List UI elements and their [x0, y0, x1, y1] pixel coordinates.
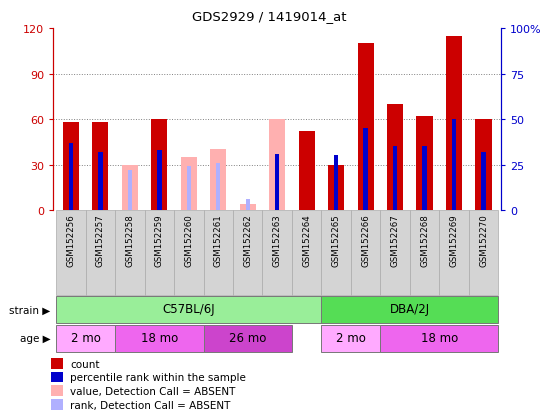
Bar — [422, 147, 427, 211]
Bar — [56, 211, 86, 295]
Bar — [98, 152, 102, 211]
Bar — [446, 36, 462, 211]
Text: GSM152259: GSM152259 — [155, 214, 164, 266]
Text: C57BL/6J: C57BL/6J — [162, 303, 215, 316]
Bar — [233, 211, 263, 295]
Text: 26 mo: 26 mo — [229, 332, 267, 344]
Text: GSM152260: GSM152260 — [184, 214, 193, 267]
Text: age ▶: age ▶ — [20, 334, 50, 344]
Text: percentile rank within the sample: percentile rank within the sample — [70, 372, 246, 382]
Text: GSM152269: GSM152269 — [450, 214, 459, 266]
Bar — [321, 297, 498, 323]
Text: 18 mo: 18 mo — [141, 332, 178, 344]
Text: value, Detection Call = ABSENT: value, Detection Call = ABSENT — [70, 386, 236, 396]
Bar — [144, 211, 174, 295]
Bar — [181, 158, 197, 211]
Bar — [92, 123, 109, 211]
Bar — [452, 120, 456, 211]
Bar — [52, 358, 63, 369]
Bar — [186, 167, 191, 211]
Text: GSM152257: GSM152257 — [96, 214, 105, 267]
Bar — [151, 120, 167, 211]
Bar — [216, 164, 221, 211]
Text: GSM152270: GSM152270 — [479, 214, 488, 267]
Bar — [417, 117, 433, 211]
Text: strain ▶: strain ▶ — [9, 305, 50, 315]
Bar — [86, 211, 115, 295]
Bar — [469, 211, 498, 295]
Text: GSM152263: GSM152263 — [273, 214, 282, 267]
Text: 2 mo: 2 mo — [336, 332, 366, 344]
Bar — [292, 211, 321, 295]
Text: GSM152267: GSM152267 — [390, 214, 400, 267]
Bar — [115, 211, 144, 295]
Bar — [263, 211, 292, 295]
Bar — [203, 211, 233, 295]
Text: GDS2929 / 1419014_at: GDS2929 / 1419014_at — [192, 10, 346, 23]
Text: DBA/2J: DBA/2J — [390, 303, 430, 316]
Text: GSM152268: GSM152268 — [420, 214, 429, 267]
Text: 18 mo: 18 mo — [421, 332, 458, 344]
Bar — [52, 399, 63, 410]
Bar — [56, 297, 321, 323]
Text: GSM152265: GSM152265 — [332, 214, 340, 267]
Bar — [52, 372, 63, 382]
Text: GSM152261: GSM152261 — [214, 214, 223, 267]
Text: GSM152264: GSM152264 — [302, 214, 311, 267]
Bar — [380, 325, 498, 352]
Bar — [63, 123, 79, 211]
Bar — [328, 165, 344, 211]
Bar — [475, 120, 492, 211]
Text: GSM152266: GSM152266 — [361, 214, 370, 267]
Text: rank, Detection Call = ABSENT: rank, Detection Call = ABSENT — [70, 400, 231, 410]
Bar — [321, 211, 351, 295]
Bar — [275, 154, 279, 211]
Bar — [393, 147, 397, 211]
Bar — [157, 151, 161, 211]
Bar — [351, 211, 380, 295]
Bar — [69, 143, 73, 211]
Bar — [298, 132, 315, 211]
Bar — [56, 325, 115, 352]
Bar — [363, 129, 368, 211]
Text: GSM152258: GSM152258 — [125, 214, 134, 267]
Text: 2 mo: 2 mo — [71, 332, 101, 344]
Text: GSM152256: GSM152256 — [67, 214, 76, 267]
Bar — [203, 325, 292, 352]
Bar — [210, 150, 226, 211]
Bar — [410, 211, 439, 295]
Bar — [174, 211, 203, 295]
Bar — [128, 171, 132, 211]
Bar — [321, 325, 380, 352]
Bar — [387, 104, 403, 211]
Bar — [245, 200, 250, 211]
Bar — [481, 152, 486, 211]
Bar — [380, 211, 410, 295]
Bar — [334, 156, 338, 211]
Text: GSM152262: GSM152262 — [243, 214, 252, 267]
Bar — [240, 204, 256, 211]
Bar — [115, 325, 203, 352]
Bar — [269, 120, 285, 211]
Bar — [122, 165, 138, 211]
Bar — [439, 211, 469, 295]
Bar — [52, 385, 63, 396]
Bar — [357, 44, 374, 211]
Text: count: count — [70, 359, 100, 369]
